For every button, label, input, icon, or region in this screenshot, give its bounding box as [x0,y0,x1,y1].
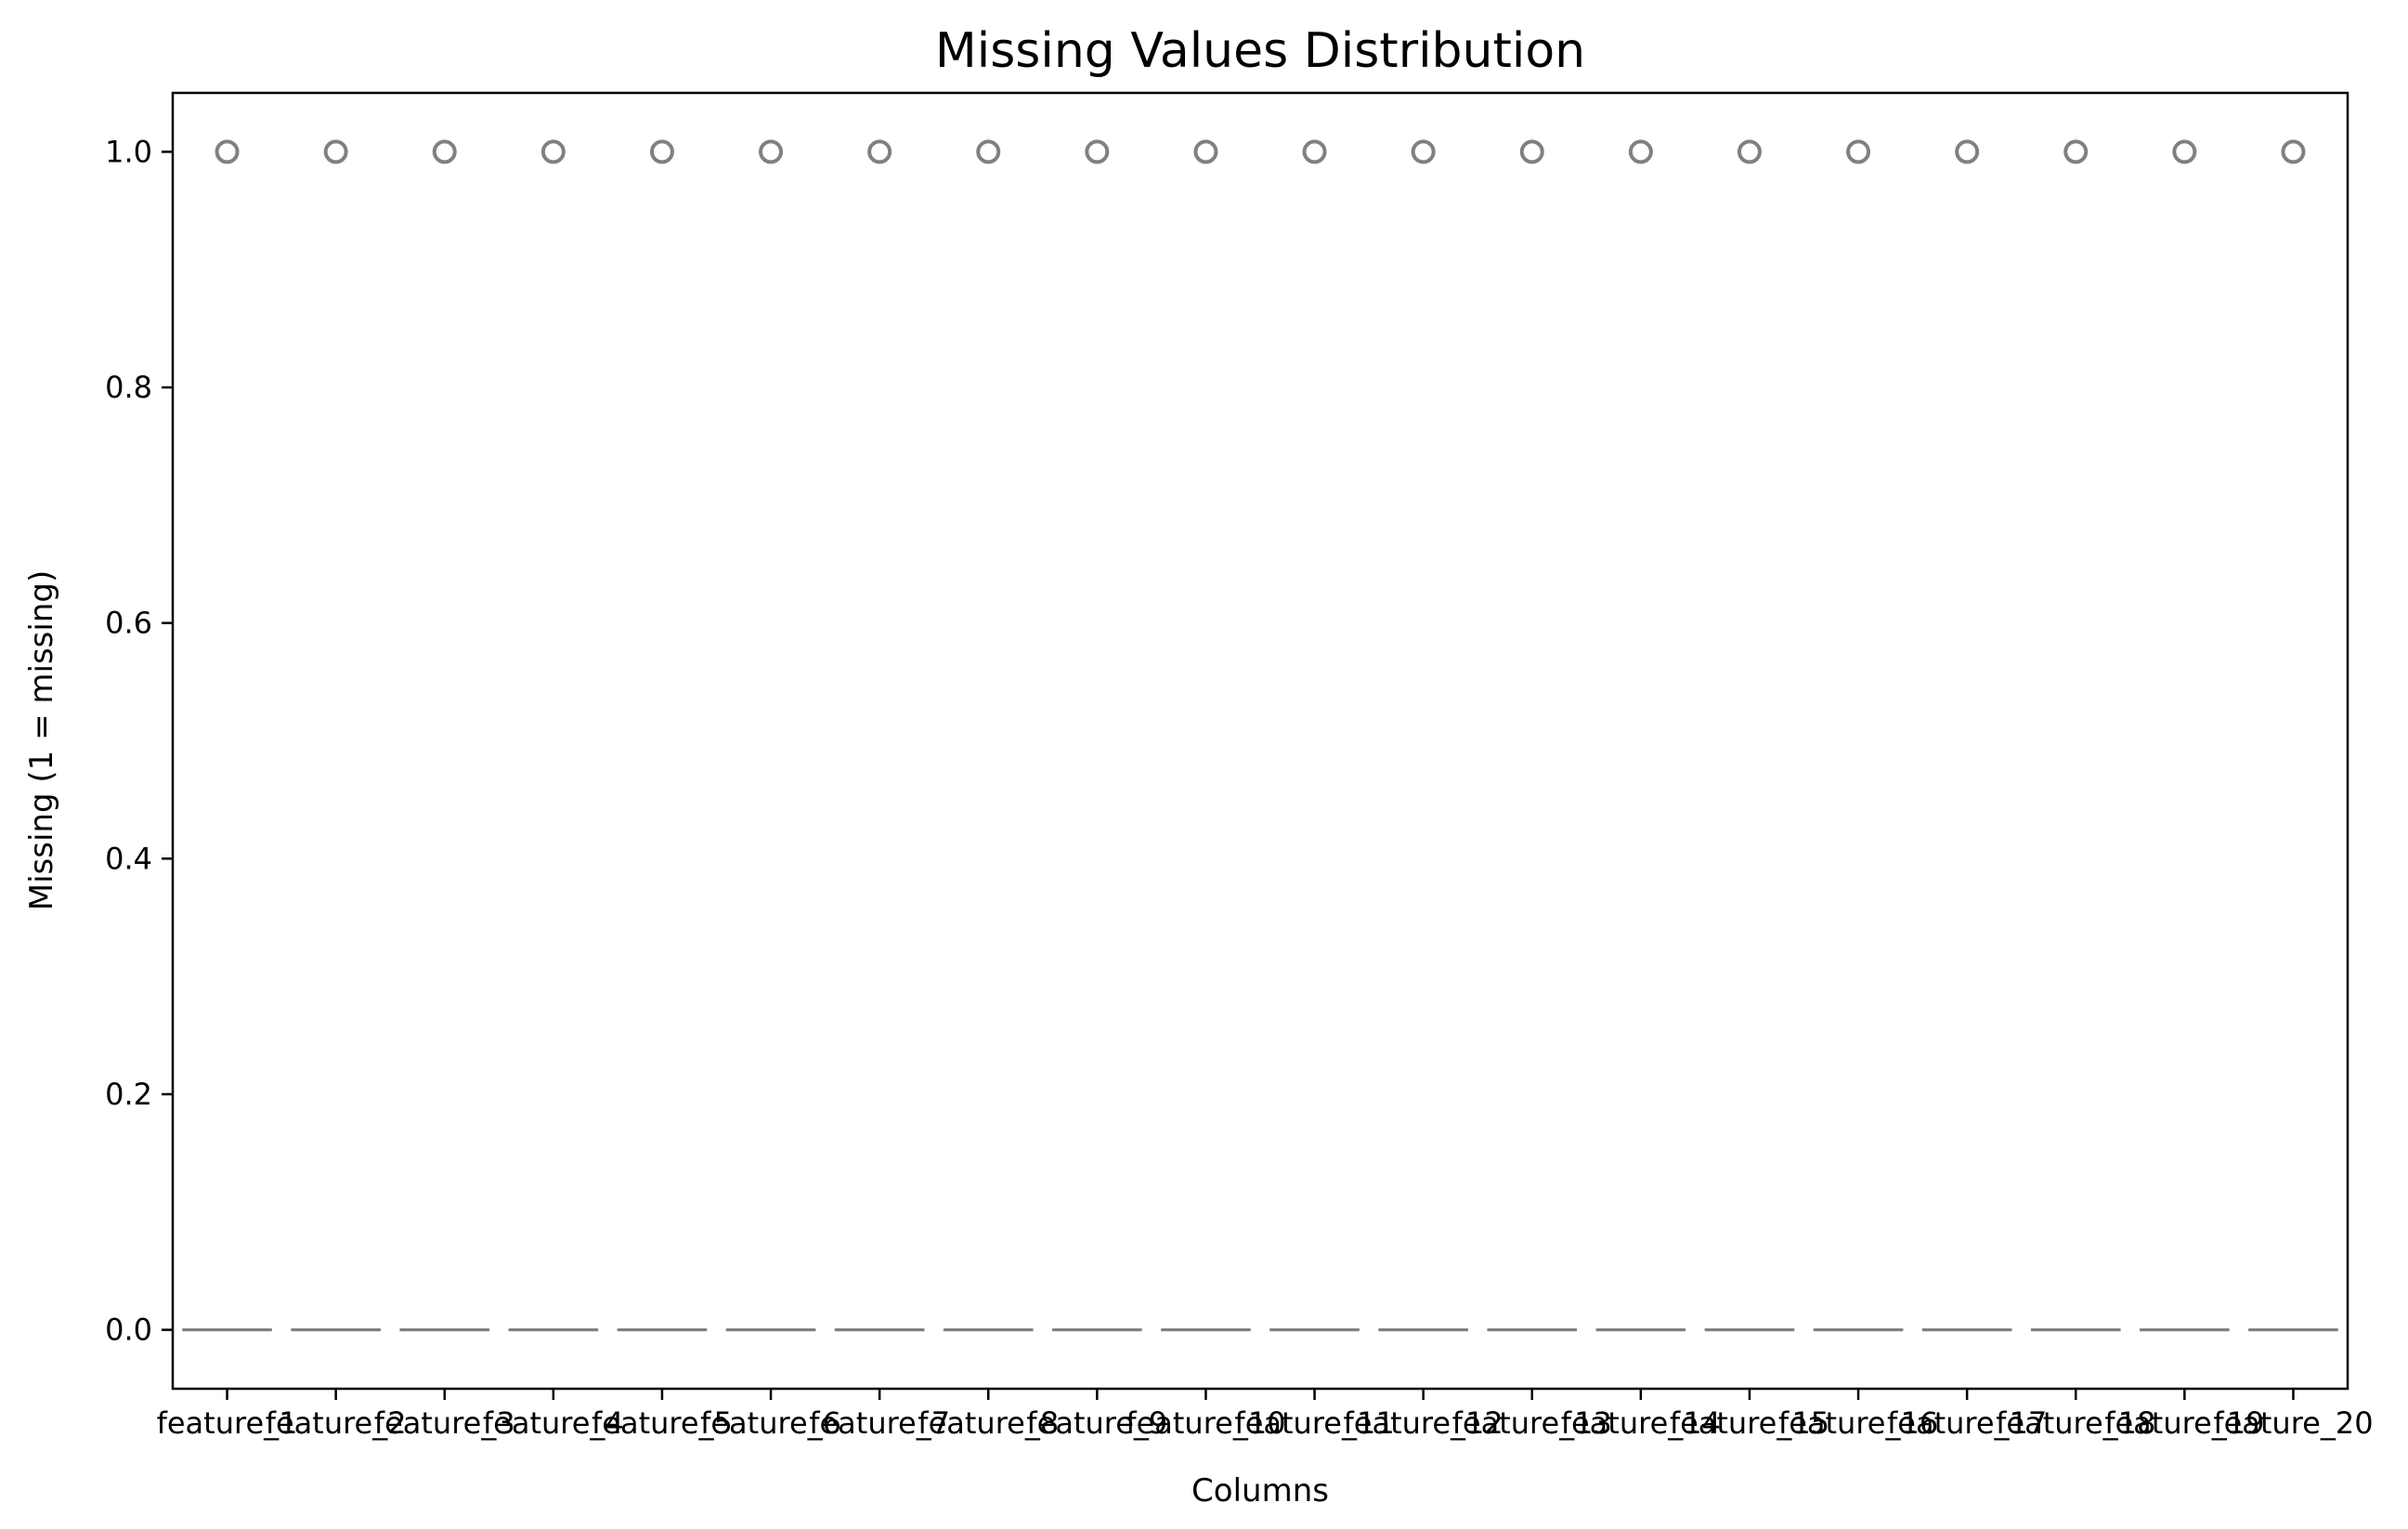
x-tick-label-4: feature_4 [483,1405,624,1441]
outlier-point-16 [1846,139,1871,164]
outlier-point-2 [323,139,348,164]
x-tick-label-12: feature_12 [1344,1405,1503,1441]
x-tick-label-3: feature_3 [374,1405,515,1441]
y-tick-label-3: 0.4 [105,841,152,876]
y-tick-label-2: 0.2 [105,1077,152,1112]
y-axis-title: Missing (1 = missing) [23,570,60,910]
outlier-point-13 [1519,139,1544,164]
outlier-point-20 [2281,139,2306,164]
x-tick-label-2: feature_2 [266,1405,407,1441]
outlier-point-8 [976,139,1001,164]
outlier-point-4 [540,139,566,164]
x-tick-label-14: feature_14 [1561,1405,1721,1441]
outlier-point-9 [1085,139,1110,164]
axis-ticks: feature_1feature_2feature_3feature_4feat… [105,134,2373,1441]
outlier-point-17 [1955,139,1980,164]
outlier-point-7 [867,139,892,164]
x-tick-label-15: feature_15 [1670,1405,1829,1441]
x-tick-label-11: feature_11 [1234,1405,1394,1441]
outlier-point-11 [1302,139,1327,164]
outlier-point-5 [649,139,674,164]
x-tick-label-10: feature_10 [1126,1405,1285,1441]
x-axis-title: Columns [1191,1472,1329,1509]
x-tick-label-20: feature_20 [2213,1405,2373,1441]
x-tick-label-17: feature_17 [1887,1405,2047,1441]
y-tick-label-6: 1.0 [105,134,152,169]
x-tick-label-8: feature_8 [918,1405,1059,1441]
outlier-point-19 [2172,139,2197,164]
x-tick-label-19: feature_19 [2104,1405,2264,1441]
plot-area [182,139,2338,1332]
outlier-point-6 [759,139,784,164]
outlier-point-12 [1411,139,1436,164]
y-tick-label-1: 0.0 [105,1313,152,1348]
outlier-point-15 [1737,139,1762,164]
outlier-point-1 [215,139,240,164]
x-tick-label-6: feature_6 [700,1405,841,1441]
y-tick-label-4: 0.6 [105,606,152,641]
y-tick-label-5: 0.8 [105,370,152,405]
x-tick-label-16: feature_16 [1778,1405,1938,1441]
outlier-point-10 [1193,139,1218,164]
chart-title: Missing Values Distribution [935,23,1585,79]
x-tick-label-18: feature_18 [1996,1405,2155,1441]
outlier-point-18 [2063,139,2089,164]
x-tick-label-13: feature_13 [1452,1405,1612,1441]
axes-frame [171,91,2349,1391]
x-tick-label-5: feature_5 [592,1405,733,1441]
x-tick-label-7: feature_7 [809,1405,950,1441]
outlier-point-14 [1628,139,1653,164]
x-tick-label-9: feature_9 [1026,1405,1167,1441]
x-tick-label-1: feature_1 [157,1405,298,1441]
outlier-point-3 [432,139,457,164]
